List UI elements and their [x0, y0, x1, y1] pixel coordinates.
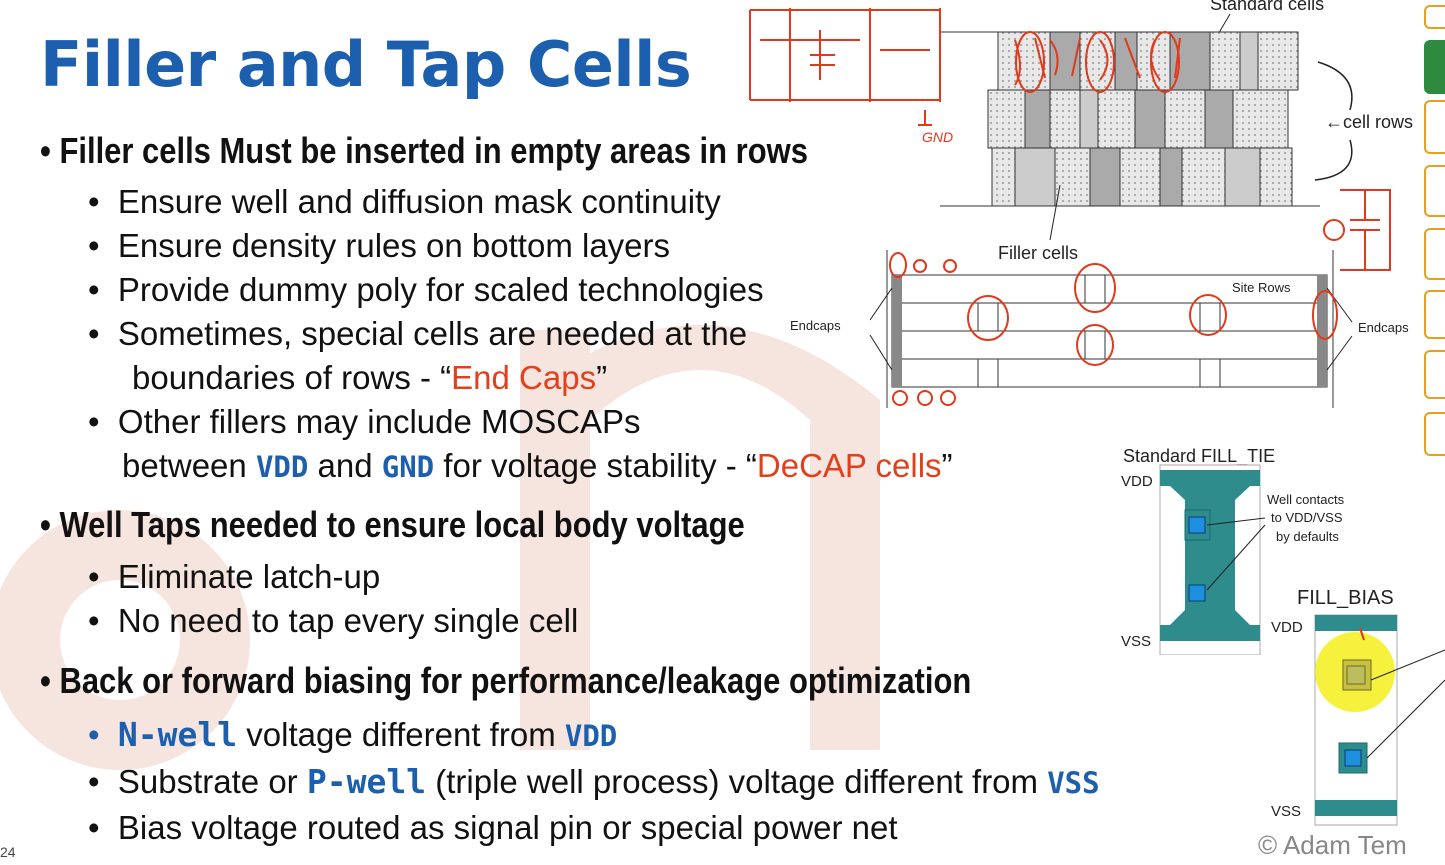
bullet-text: Provide dummy poly for scaled technologi…	[117, 271, 764, 308]
well-contacts-1: Well contacts	[1267, 492, 1345, 507]
bullet-filler-heading: • Filler cells Must be inserted in empty…	[40, 130, 808, 172]
bullet-tap-heading: • Well Taps needed to ensure local body …	[40, 504, 745, 546]
bullet-dot: •	[88, 183, 100, 220]
slide-number: 24	[0, 844, 16, 860]
bullet-dot: •	[88, 602, 100, 639]
side-tab[interactable]	[1424, 228, 1445, 280]
bullet-text: Filler cells Must be inserted in empty a…	[59, 130, 808, 171]
bullet-item: • Bias voltage routed as signal pin or s…	[88, 809, 898, 847]
fill-bias-figure: FILL_BIAS VDD VSS	[1271, 587, 1445, 826]
standard-cells-label: Standard cells	[1210, 0, 1324, 14]
fill-bias-vdd: VDD	[1271, 619, 1303, 636]
capacitor-sketch	[1323, 189, 1391, 271]
gnd-code: GND	[381, 450, 435, 484]
bullet-item: • Sometimes, special cells are needed at…	[88, 315, 747, 353]
bullet-dot: •	[88, 809, 100, 846]
fill-tie-title: Standard FILL_TIE	[1123, 446, 1275, 467]
bullet-text: boundaries of rows - “	[132, 359, 452, 396]
side-tab[interactable]	[1424, 290, 1445, 339]
side-tab[interactable]	[1424, 165, 1445, 217]
end-caps-highlight: End Caps	[451, 359, 597, 396]
bullet-text: Ensure well and diffusion mask continuit…	[117, 183, 721, 220]
well-contacts-3: by defaults	[1276, 529, 1339, 544]
bullet-item-cont: boundaries of rows - “End Caps”	[132, 359, 607, 397]
vdd-code: VDD	[255, 450, 309, 484]
bullet-text: ”	[596, 359, 608, 396]
fill-bias-title: FILL_BIAS	[1297, 587, 1394, 609]
side-tab[interactable]	[1424, 350, 1445, 399]
bullet-text: and	[308, 447, 382, 484]
bullet-item-cont: between VDD and GND for voltage stabilit…	[122, 447, 953, 485]
fill-tie-vdd: VDD	[1121, 473, 1153, 490]
bullet-text: Ensure density rules on bottom layers	[117, 227, 671, 264]
bullet-dot: •	[88, 558, 100, 595]
filler-cells-label: Filler cells	[998, 243, 1078, 263]
bullet-item: • N-well voltage different from VDD	[88, 715, 617, 754]
bullet-text: Bias voltage routed as signal pin or spe…	[117, 809, 898, 846]
pwell-code: P-well	[306, 762, 427, 801]
bullet-text: (triple well process) voltage different …	[426, 763, 1048, 800]
well-contacts-2: to VDD/VSS	[1271, 510, 1343, 525]
bullet-text: Back or forward biasing for performance/…	[59, 660, 972, 701]
bullet-item: • Provide dummy poly for scaled technolo…	[88, 271, 764, 309]
bullet-item: • No need to tap every single cell	[88, 602, 578, 640]
bullet-dot: •	[40, 504, 51, 545]
bullet-item: • Substrate or P-well (triple well proce…	[88, 762, 1100, 801]
site-rows-label: Site Rows	[1232, 280, 1291, 295]
site-rows-figure: Site Rows Endcaps Endcaps	[790, 250, 1409, 408]
side-tab[interactable]	[1424, 412, 1445, 456]
cell-rows-label: ←cell rows	[1325, 112, 1413, 132]
vss-code: VSS	[1047, 766, 1100, 800]
bullet-dot: •	[88, 403, 100, 440]
bullet-text: Sometimes, special cells are needed at t…	[117, 315, 748, 352]
bullet-text: No need to tap every single cell	[117, 602, 579, 639]
bullet-item: • Ensure well and diffusion mask continu…	[88, 183, 721, 221]
cell-rows-figure: Standard cells ←cell rows Filler cells	[940, 0, 1413, 263]
bullet-bias-heading: • Back or forward biasing for performanc…	[40, 660, 971, 702]
bullet-text: for voltage stability - “	[434, 447, 757, 484]
fill-tie-figure: Standard FILL_TIE VDD VSS Well contacts …	[1121, 446, 1345, 655]
bullet-dot: •	[88, 716, 100, 753]
bullet-item: • Ensure density rules on bottom layers	[88, 227, 670, 265]
fill-tie-vss: VSS	[1121, 633, 1151, 650]
bullet-dot: •	[88, 227, 100, 264]
bullet-dot: •	[88, 763, 100, 800]
bullet-text: voltage different from	[237, 716, 565, 753]
slide-title: Filler and Tap Cells	[40, 28, 692, 101]
vdd-code: VDD	[564, 719, 618, 753]
side-tab[interactable]	[1424, 100, 1445, 154]
side-tab[interactable]	[1424, 5, 1445, 29]
bullet-text: Well Taps needed to ensure local body vo…	[59, 504, 745, 545]
bullet-text: between	[122, 447, 256, 484]
copyright: © Adam Tem	[1258, 830, 1407, 860]
decap-highlight: DeCAP cells	[756, 447, 942, 484]
bullet-dot: •	[88, 315, 100, 352]
bullet-item: • Other fillers may include MOSCAPs	[88, 403, 641, 441]
bullet-dot: •	[88, 271, 100, 308]
bullet-text: Eliminate latch-up	[117, 558, 381, 595]
nwell-code: N-well	[117, 715, 238, 754]
bullet-text: Substrate or	[117, 763, 307, 800]
side-tab[interactable]	[1424, 40, 1445, 94]
bullet-text: Other fillers may include MOSCAPs	[117, 403, 641, 440]
bullet-text: ”	[941, 447, 953, 484]
endcaps-right-label: Endcaps	[1358, 320, 1409, 335]
bullet-dot: •	[40, 660, 51, 701]
bullet-dot: •	[40, 130, 51, 171]
endcaps-left-label: Endcaps	[790, 318, 841, 333]
gnd-annotation: GND	[922, 129, 953, 145]
fill-bias-vss: VSS	[1271, 803, 1301, 820]
hand-sketch: GND	[749, 8, 953, 145]
bullet-item: • Eliminate latch-up	[88, 558, 380, 596]
